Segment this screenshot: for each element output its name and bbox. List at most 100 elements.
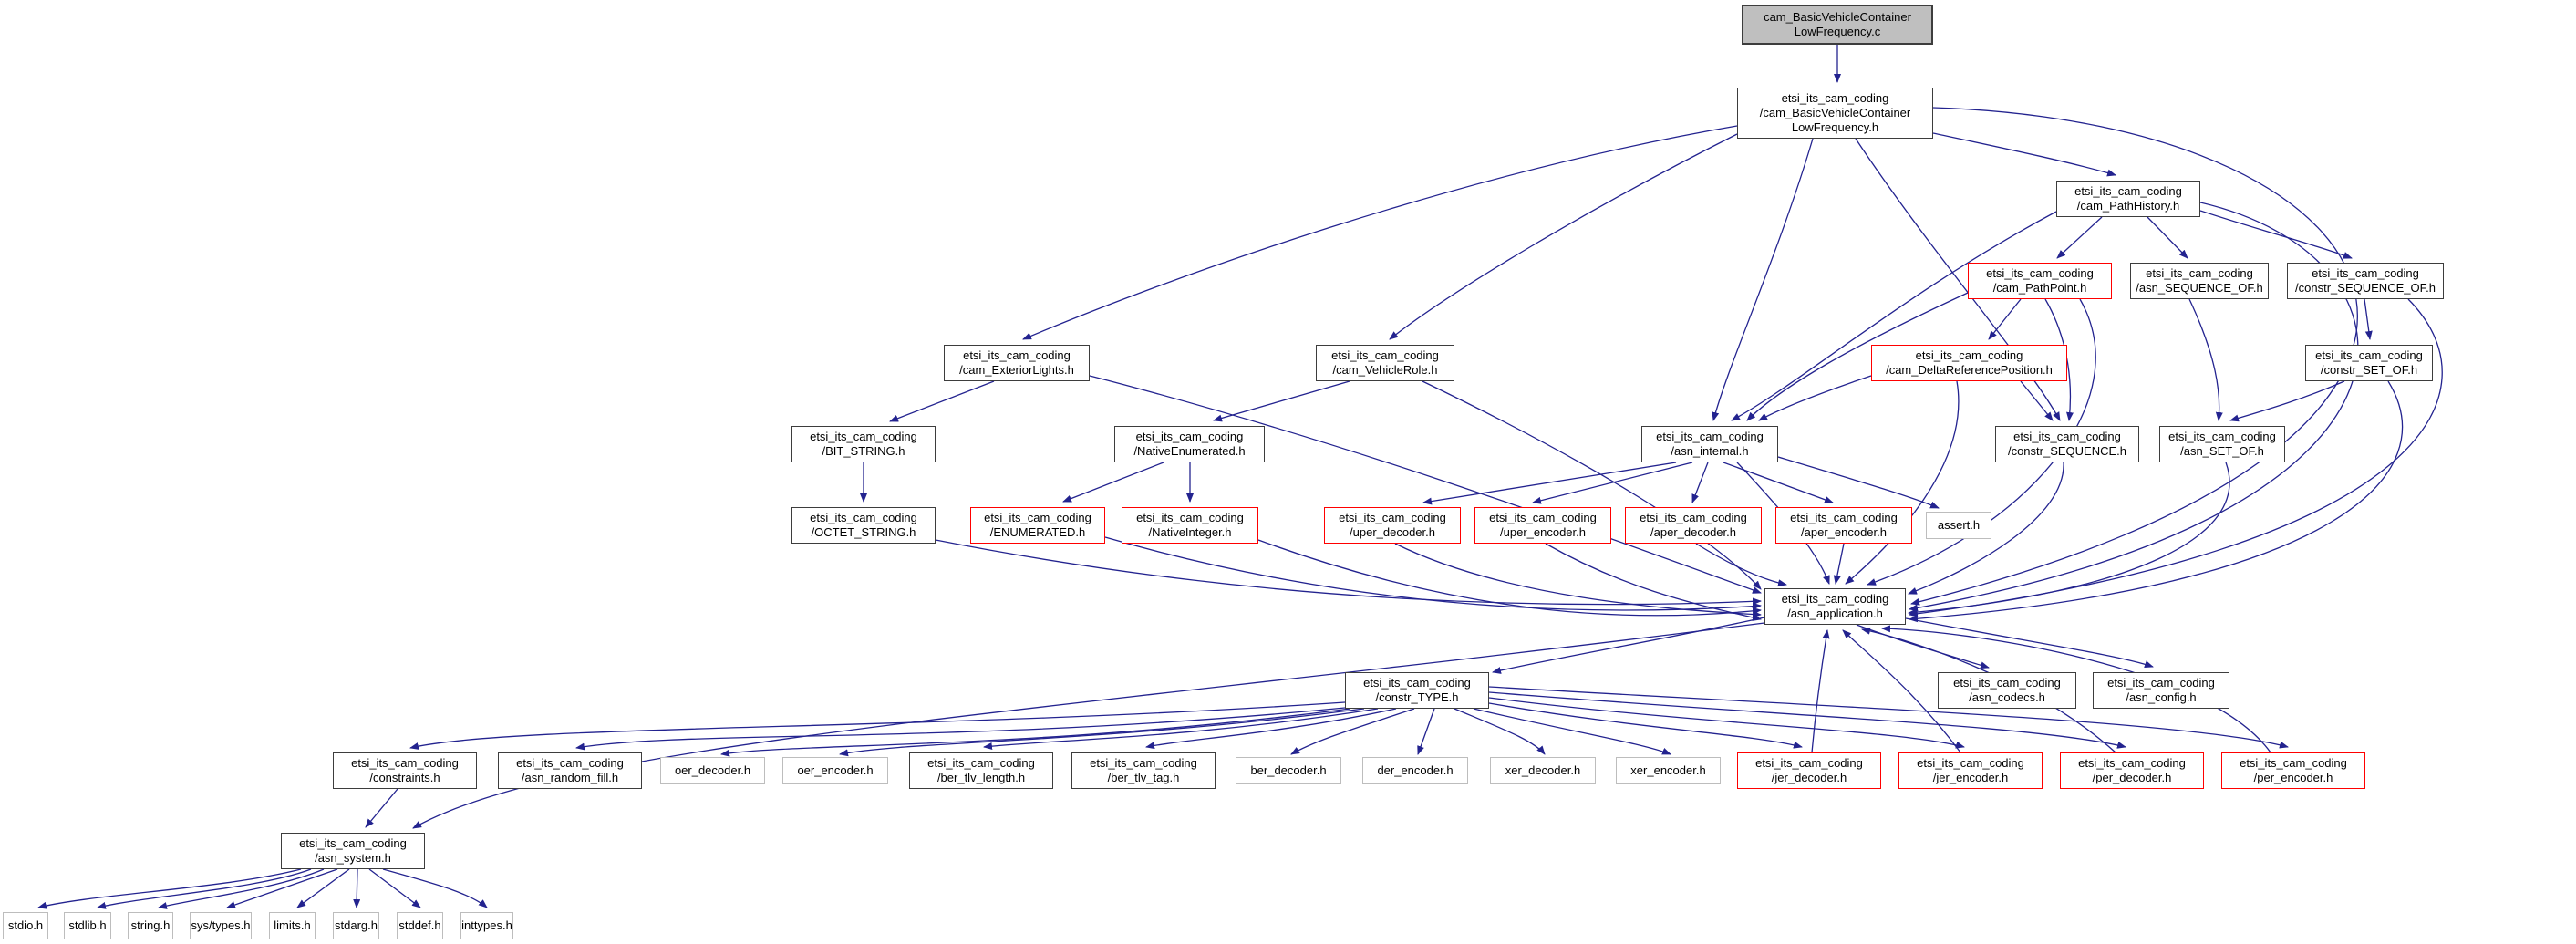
node-label-line: LowFrequency.c bbox=[1794, 25, 1881, 38]
node-label-line: ber_decoder.h bbox=[1250, 763, 1327, 777]
node-constr-SET-OF-h[interactable]: etsi_its_cam_coding/constr_SET_OF.h bbox=[2305, 345, 2433, 381]
node-aper-decoder-h[interactable]: etsi_its_cam_coding/aper_decoder.h bbox=[1625, 507, 1762, 544]
node-NativeInteger-h[interactable]: etsi_its_cam_coding/NativeInteger.h bbox=[1122, 507, 1258, 544]
node-xer-decoder-h: xer_decoder.h bbox=[1490, 757, 1596, 784]
edge-asn_application_h-to-asn_system_h bbox=[412, 622, 1765, 829]
node-label-line: /ENUMERATED.h bbox=[989, 525, 1086, 539]
edge-cam_ExteriorLights_h-to-asn_application_h bbox=[1089, 375, 1762, 594]
node-h-file[interactable]: etsi_its_cam_coding/cam_BasicVehicleCont… bbox=[1737, 88, 1933, 139]
node-OCTET-STRING-h[interactable]: etsi_its_cam_coding/OCTET_STRING.h bbox=[791, 507, 936, 544]
node-label-line: /aper_encoder.h bbox=[1801, 525, 1887, 539]
edge-OCTET_STRING_h-to-asn_application_h bbox=[935, 539, 1762, 606]
edge-asn_internal_h-to-uper_decoder_h bbox=[1422, 462, 1677, 505]
node-uper-decoder-h[interactable]: etsi_its_cam_coding/uper_decoder.h bbox=[1324, 507, 1461, 544]
node-asn-codecs-h[interactable]: etsi_its_cam_coding/asn_codecs.h bbox=[1938, 672, 2076, 709]
edge-constr_TYPE_h-to-oer_decoder_h bbox=[720, 708, 1351, 757]
node-cam-DeltaReferencePosition-h[interactable]: etsi_its_cam_coding/cam_DeltaReferencePo… bbox=[1871, 345, 2067, 381]
node-cam-PathHistory-h[interactable]: etsi_its_cam_coding/cam_PathHistory.h bbox=[2056, 181, 2200, 217]
edge-cam_VehicleRole_h-to-NativeEnumerated_h bbox=[1213, 380, 1350, 422]
node-label-line: /asn_random_fill.h bbox=[521, 771, 619, 784]
edge-asn_system_h-to-sys_types_h bbox=[226, 868, 338, 908]
node-assert-h: assert.h bbox=[1926, 512, 1991, 539]
node-label-line: etsi_its_cam_coding bbox=[2168, 430, 2276, 443]
edge-constr_TYPE_h-to-xer_decoder_h bbox=[1454, 708, 1546, 755]
node-label-line: stdio.h bbox=[7, 918, 44, 932]
edge-cam_PathHistory_h-to-cam_PathPoint_h bbox=[2056, 216, 2103, 259]
node-label-line: etsi_its_cam_coding bbox=[1915, 348, 2023, 362]
node-label-line: etsi_its_cam_coding bbox=[2312, 266, 2419, 280]
edge-cam_PathPoint_h-to-cam_DeltaReferencePosition_h bbox=[1988, 298, 2022, 340]
node-asn-application-h[interactable]: etsi_its_cam_coding/asn_application.h bbox=[1764, 588, 1906, 625]
edge-cam_VehicleRole_h-to-asn_application_h bbox=[1422, 380, 1762, 590]
node-uper-encoder-h[interactable]: etsi_its_cam_coding/uper_encoder.h bbox=[1474, 507, 1611, 544]
edge-constr_TYPE_h-to-xer_encoder_h bbox=[1473, 708, 1671, 755]
node-label-line: etsi_its_cam_coding bbox=[1135, 430, 1244, 443]
node-constr-TYPE-h[interactable]: etsi_its_cam_coding/constr_TYPE.h bbox=[1345, 672, 1489, 709]
node-asn-config-h[interactable]: etsi_its_cam_coding/asn_config.h bbox=[2093, 672, 2229, 709]
node-label-line: string.h bbox=[130, 918, 171, 932]
node-label-line: /asn_application.h bbox=[1787, 607, 1883, 620]
node-per-encoder-h[interactable]: etsi_its_cam_coding/per_encoder.h bbox=[2221, 752, 2365, 789]
node-per-decoder-h[interactable]: etsi_its_cam_coding/per_decoder.h bbox=[2060, 752, 2204, 789]
node-label-line: /asn_system.h bbox=[315, 851, 391, 865]
node-label-line: etsi_its_cam_coding bbox=[2240, 756, 2347, 770]
node-label-line: /OCTET_STRING.h bbox=[811, 525, 916, 539]
node-asn-system-h[interactable]: etsi_its_cam_coding/asn_system.h bbox=[281, 833, 425, 869]
node-label-line: etsi_its_cam_coding bbox=[810, 430, 917, 443]
node-label-line: oer_encoder.h bbox=[797, 763, 874, 777]
node-label-line: etsi_its_cam_coding bbox=[1781, 91, 1889, 105]
node-inttypes-h: inttypes.h bbox=[460, 912, 513, 939]
node-label-line: etsi_its_cam_coding bbox=[1953, 676, 2061, 690]
node-oer-decoder-h: oer_decoder.h bbox=[660, 757, 765, 784]
node-constraints-h[interactable]: etsi_its_cam_coding/constraints.h bbox=[333, 752, 477, 789]
node-asn-SET-OF-h[interactable]: etsi_its_cam_coding/asn_SET_OF.h bbox=[2159, 426, 2285, 462]
node-aper-encoder-h[interactable]: etsi_its_cam_coding/aper_encoder.h bbox=[1775, 507, 1912, 544]
edge-aper_decoder_h-to-asn_application_h bbox=[1695, 543, 1787, 587]
node-ber-tlv-length-h[interactable]: etsi_its_cam_coding/ber_tlv_length.h bbox=[909, 752, 1053, 789]
node-ber-tlv-tag-h[interactable]: etsi_its_cam_coding/ber_tlv_tag.h bbox=[1071, 752, 1216, 789]
node-jer-encoder-h[interactable]: etsi_its_cam_coding/jer_encoder.h bbox=[1898, 752, 2043, 789]
node-label-line: /constr_SET_OF.h bbox=[2320, 363, 2418, 377]
node-label-line: assert.h bbox=[1937, 518, 1981, 532]
node-label-line: /constr_SEQUENCE.h bbox=[2007, 444, 2127, 458]
edge-asn_system_h-to-string_h bbox=[158, 868, 325, 909]
edge-asn_application_h-to-asn_codecs_h bbox=[1856, 624, 1990, 669]
node-asn-random-fill-h[interactable]: etsi_its_cam_coding/asn_random_fill.h bbox=[498, 752, 642, 789]
node-NativeEnumerated-h[interactable]: etsi_its_cam_coding/NativeEnumerated.h bbox=[1114, 426, 1265, 462]
edge-constraints_h-to-asn_system_h bbox=[365, 788, 398, 828]
node-cam-VehicleRole-h[interactable]: etsi_its_cam_coding/cam_VehicleRole.h bbox=[1316, 345, 1454, 381]
edge-constr_SET_OF_h-to-asn_application_h bbox=[1909, 380, 2403, 623]
node-label-line: stddef.h bbox=[398, 918, 441, 932]
node-label-line: /cam_DeltaReferencePosition.h bbox=[1886, 363, 2053, 377]
node-label-line: /asn_codecs.h bbox=[1969, 690, 2045, 704]
node-label-line: /NativeEnumerated.h bbox=[1133, 444, 1246, 458]
node-label-line: /constr_TYPE.h bbox=[1375, 690, 1459, 704]
node-label-line: etsi_its_cam_coding bbox=[2074, 184, 2182, 198]
node-constr-SEQUENCE-OF-h[interactable]: etsi_its_cam_coding/constr_SEQUENCE_OF.h bbox=[2287, 263, 2444, 299]
node-label-line: /asn_SET_OF.h bbox=[2180, 444, 2264, 458]
edge-asn_internal_h-to-assert_h bbox=[1777, 456, 1940, 509]
node-BIT-STRING-h[interactable]: etsi_its_cam_coding/BIT_STRING.h bbox=[791, 426, 936, 462]
node-asn-SEQUENCE-OF-h[interactable]: etsi_its_cam_coding/asn_SEQUENCE_OF.h bbox=[2130, 263, 2269, 299]
node-constr-SEQUENCE-h[interactable]: etsi_its_cam_coding/constr_SEQUENCE.h bbox=[1995, 426, 2139, 462]
node-label-line: etsi_its_cam_coding bbox=[1790, 511, 1898, 524]
node-label-line: /asn_SEQUENCE_OF.h bbox=[2136, 281, 2263, 295]
node-asn-internal-h[interactable]: etsi_its_cam_coding/asn_internal.h bbox=[1641, 426, 1778, 462]
node-label-line: /ber_tlv_tag.h bbox=[1107, 771, 1180, 784]
node-label-line: stdarg.h bbox=[335, 918, 378, 932]
node-ENUMERATED-h[interactable]: etsi_its_cam_coding/ENUMERATED.h bbox=[970, 507, 1105, 544]
node-label-line: etsi_its_cam_coding bbox=[1781, 592, 1889, 606]
edge-cam_DeltaReferencePosition_h-to-asn_internal_h bbox=[1758, 375, 1872, 421]
node-label-line: LowFrequency.h bbox=[1791, 120, 1879, 134]
node-label-line: etsi_its_cam_coding bbox=[2078, 756, 2186, 770]
node-cam-ExteriorLights-h[interactable]: etsi_its_cam_coding/cam_ExteriorLights.h bbox=[944, 345, 1090, 381]
node-label-line: etsi_its_cam_coding bbox=[984, 511, 1091, 524]
node-label-line: xer_decoder.h bbox=[1505, 763, 1581, 777]
node-cam-PathPoint-h[interactable]: etsi_its_cam_coding/cam_PathPoint.h bbox=[1968, 263, 2112, 299]
node-label-line: etsi_its_cam_coding bbox=[1331, 348, 1439, 362]
edge-h_file-to-cam_PathHistory_h bbox=[1932, 132, 2116, 177]
node-jer-decoder-h[interactable]: etsi_its_cam_coding/jer_decoder.h bbox=[1737, 752, 1881, 789]
node-stdlib-h: stdlib.h bbox=[64, 912, 111, 939]
node-label-line: etsi_its_cam_coding bbox=[1339, 511, 1446, 524]
node-sys-types-h: sys/types.h bbox=[190, 912, 252, 939]
